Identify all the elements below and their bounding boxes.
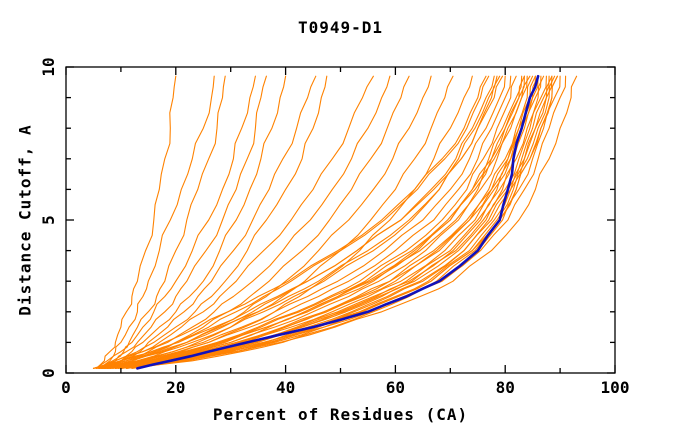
model-curve: [103, 75, 410, 369]
model-curve: [98, 75, 267, 369]
plot-frame: [65, 66, 616, 374]
x-tick-label: 80: [496, 378, 515, 397]
highlight-curve: [136, 74, 540, 370]
model-curve: [101, 75, 317, 369]
model-curve: [95, 75, 177, 369]
model-curve: [101, 75, 287, 369]
chart-title: T0949-D1: [297, 18, 384, 37]
model-curve: [125, 75, 550, 369]
model-curve: [131, 75, 561, 369]
y-axis-title: Distance Cutoff, A: [15, 124, 35, 316]
model-curve: [112, 75, 547, 369]
model-curve: [98, 75, 512, 369]
model-curve: [109, 75, 525, 369]
x-tick-label: 100: [601, 378, 630, 397]
y-tick-label: 5: [39, 215, 58, 225]
model-curve: [92, 75, 495, 369]
model-curve: [101, 75, 391, 369]
model-curve: [109, 75, 531, 369]
model-curve: [120, 75, 542, 369]
x-tick-label: 20: [166, 378, 185, 397]
model-curve: [106, 75, 578, 369]
x-tick-label: 0: [61, 378, 71, 397]
model-curve: [98, 75, 256, 369]
x-axis-title: Percent of Residues (CA): [212, 405, 469, 424]
model-curve: [103, 75, 328, 369]
y-tick-label: 10: [39, 57, 58, 76]
model-curve: [106, 75, 536, 369]
x-tick-label: 60: [386, 378, 405, 397]
model-curve: [92, 75, 487, 369]
model-curve: [95, 75, 506, 369]
model-curve: [98, 75, 504, 369]
model-curve: [95, 75, 215, 369]
y-tick-label: 0: [39, 368, 58, 378]
model-curve: [117, 75, 553, 369]
x-tick-label: 40: [276, 378, 295, 397]
model-curve: [92, 75, 490, 369]
model-curve: [101, 75, 525, 369]
model-curve: [98, 75, 523, 369]
model-curve: [98, 75, 517, 369]
